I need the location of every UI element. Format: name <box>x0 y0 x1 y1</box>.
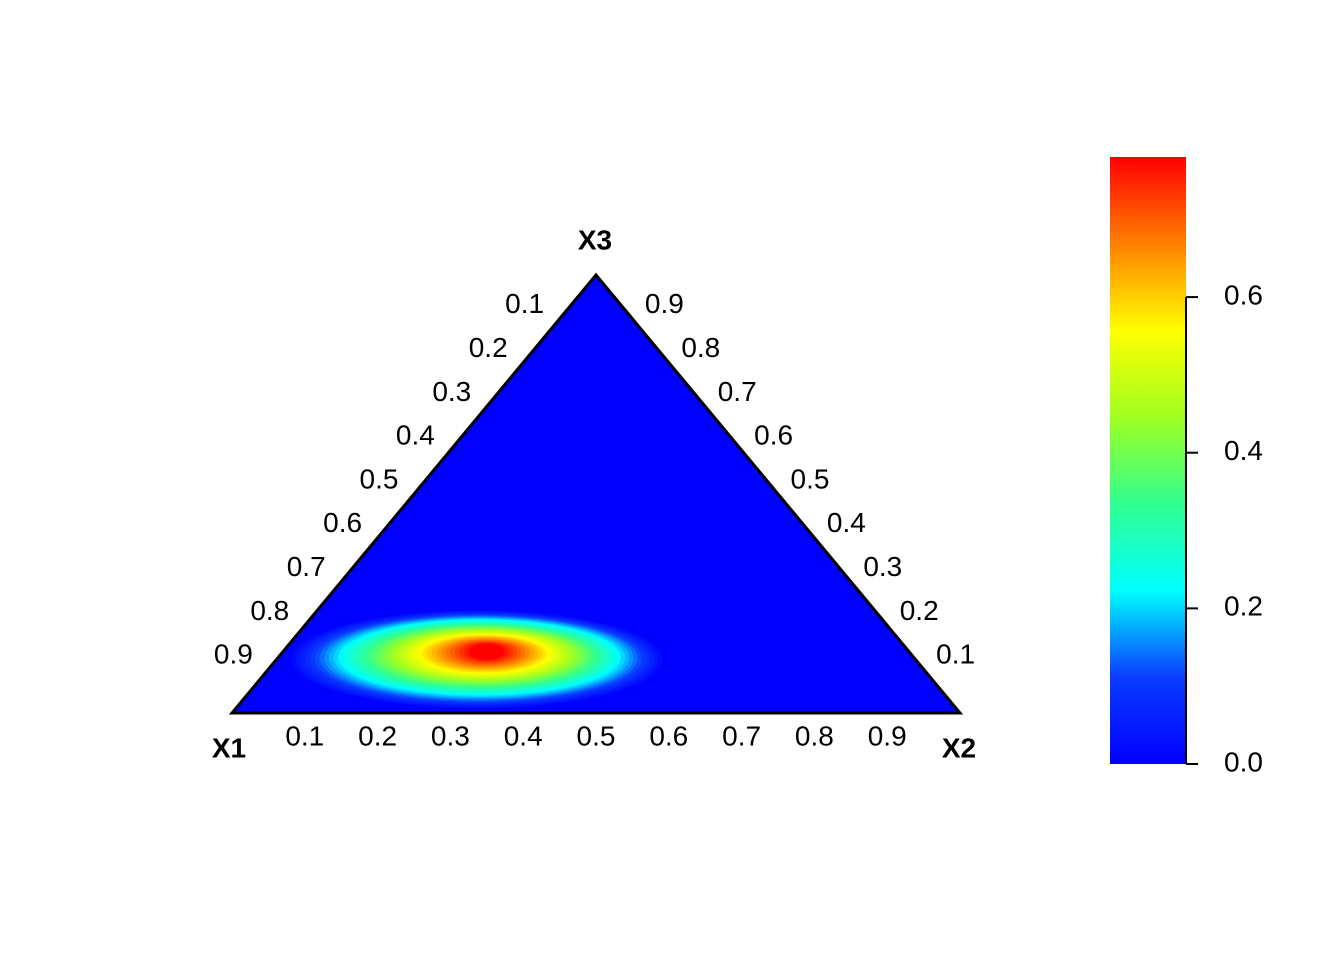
ternary-frame <box>228 272 964 715</box>
x1-tick-label: 0.6 <box>323 507 362 538</box>
x3-tick-label: 0.2 <box>900 595 939 626</box>
colorbar-tick-label: 0.2 <box>1224 591 1263 622</box>
x2-tick-label: 0.5 <box>577 720 616 751</box>
colorbar <box>1110 157 1186 764</box>
vertex-label: X2 <box>942 732 976 763</box>
x3-tick-label: 0.6 <box>754 420 793 451</box>
colorbar-tick-label: 0.0 <box>1224 746 1263 777</box>
x2-tick-label: 0.8 <box>795 720 834 751</box>
vertex-label: X1 <box>212 732 246 763</box>
x1-tick-label: 0.9 <box>214 639 253 670</box>
x2-tick-label: 0.6 <box>649 720 688 751</box>
x2-tick-label: 0.7 <box>722 720 761 751</box>
colorbar-tick-label: 0.4 <box>1224 435 1263 466</box>
x3-tick-label: 0.9 <box>645 288 684 319</box>
x2-tick-label: 0.4 <box>504 720 543 751</box>
x3-tick-label: 0.5 <box>791 463 830 494</box>
x3-tick-label: 0.7 <box>718 376 757 407</box>
x3-tick-label: 0.3 <box>863 551 902 582</box>
x1-tick-label: 0.3 <box>432 376 471 407</box>
x1-tick-label: 0.4 <box>396 420 435 451</box>
x3-tick-label: 0.4 <box>827 507 866 538</box>
colorbar-tick-label: 0.6 <box>1224 279 1263 310</box>
x3-tick-label: 0.1 <box>936 639 975 670</box>
x2-tick-label: 0.1 <box>285 720 324 751</box>
x2-tick-label: 0.9 <box>868 720 907 751</box>
vertex-label: X3 <box>578 224 612 255</box>
x1-tick-label: 0.2 <box>469 332 508 363</box>
density-contour <box>468 643 505 660</box>
density-field <box>286 609 667 710</box>
x1-tick-label: 0.7 <box>287 551 326 582</box>
ternary-background <box>232 275 960 713</box>
x2-tick-label: 0.2 <box>358 720 397 751</box>
x2-tick-label: 0.3 <box>431 720 470 751</box>
x1-tick-label: 0.5 <box>360 463 399 494</box>
x3-tick-label: 0.8 <box>681 332 720 363</box>
x1-tick-label: 0.8 <box>250 595 289 626</box>
x1-tick-label: 0.1 <box>505 288 544 319</box>
